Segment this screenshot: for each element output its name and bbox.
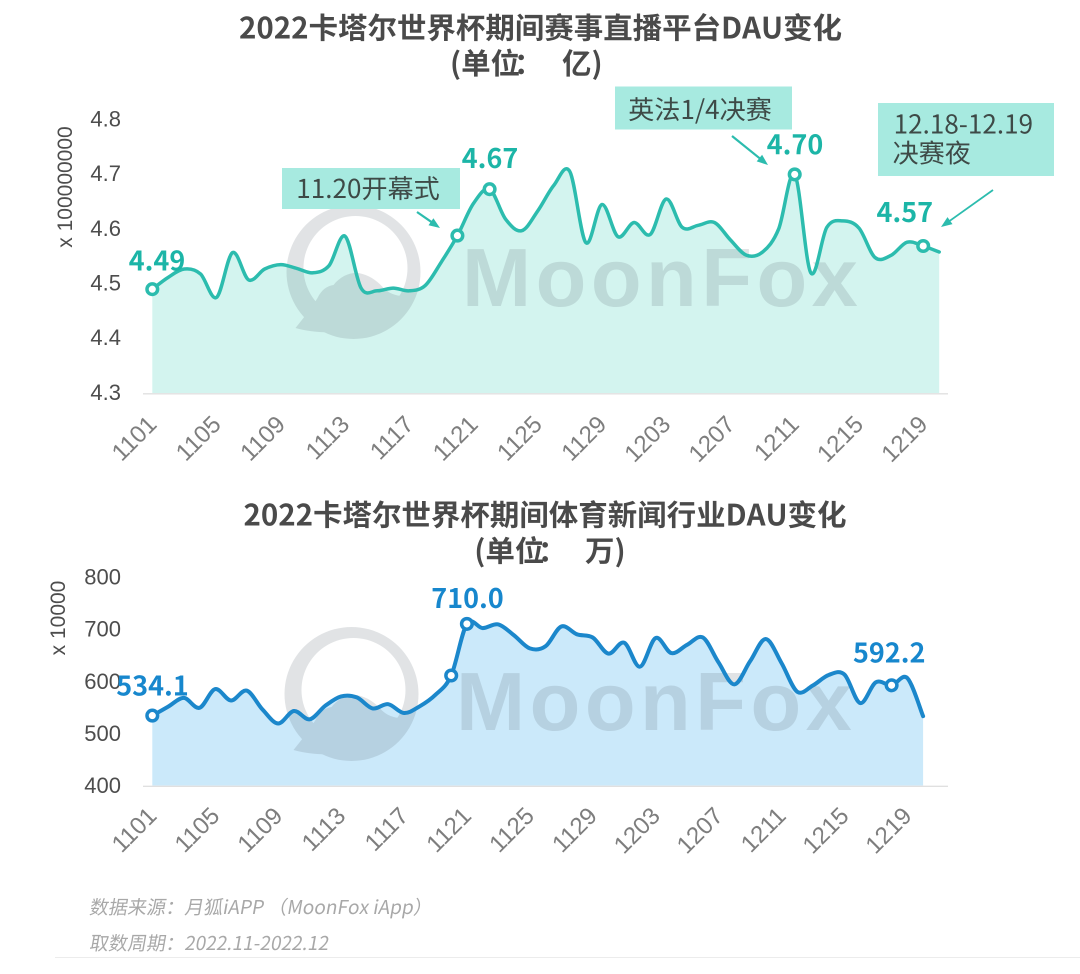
svg-text:4.6: 4.6 — [90, 216, 121, 241]
svg-text:x 10000: x 10000 — [47, 581, 70, 656]
svg-text:4.4: 4.4 — [90, 325, 121, 350]
svg-text:4.7: 4.7 — [90, 161, 121, 186]
svg-text:500: 500 — [84, 721, 121, 746]
svg-text:4.5: 4.5 — [90, 271, 121, 296]
svg-text:400: 400 — [84, 773, 121, 798]
svg-text:MoonFox: MoonFox — [462, 231, 862, 324]
svg-text:4.8: 4.8 — [90, 107, 121, 132]
svg-text:700: 700 — [84, 617, 121, 642]
svg-text:800: 800 — [84, 565, 121, 590]
svg-text:MoonFox: MoonFox — [456, 655, 856, 748]
svg-text:x 100000000: x 100000000 — [54, 126, 77, 247]
svg-text:4.3: 4.3 — [90, 380, 121, 405]
svg-text:600: 600 — [84, 669, 121, 694]
